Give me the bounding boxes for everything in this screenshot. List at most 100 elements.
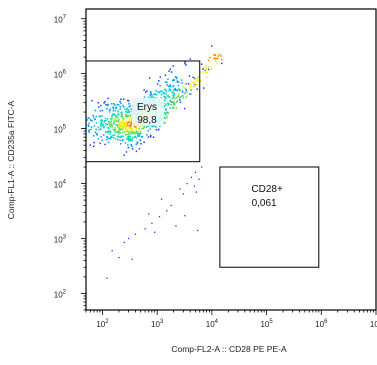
event-dot bbox=[95, 128, 97, 131]
event-dot bbox=[204, 65, 207, 68]
event-dot bbox=[183, 107, 186, 110]
event-dot bbox=[105, 103, 107, 106]
event-dot bbox=[97, 126, 100, 129]
event-dot bbox=[147, 96, 150, 99]
event-dot bbox=[177, 94, 180, 96]
gate-erys-name: Erys bbox=[137, 102, 157, 113]
event-dot bbox=[106, 136, 108, 139]
scattered-event-dot bbox=[194, 171, 197, 174]
event-dot bbox=[134, 130, 137, 133]
event-dot bbox=[214, 60, 217, 63]
event-dot bbox=[107, 141, 110, 144]
event-dot bbox=[159, 76, 162, 78]
event-dot bbox=[109, 109, 111, 112]
event-dot bbox=[128, 127, 130, 129]
event-dot bbox=[130, 108, 133, 110]
event-dot bbox=[152, 136, 155, 138]
event-dot bbox=[97, 138, 100, 140]
event-dot bbox=[138, 148, 141, 150]
event-dot bbox=[116, 115, 118, 118]
event-dot bbox=[130, 124, 132, 126]
event-dot bbox=[176, 80, 179, 82]
event-dot bbox=[128, 132, 130, 135]
event-dot bbox=[169, 99, 172, 101]
event-dot bbox=[127, 99, 130, 102]
event-dot bbox=[130, 127, 133, 129]
event-dot bbox=[111, 117, 114, 120]
event-dot bbox=[179, 89, 181, 91]
event-dot bbox=[128, 103, 130, 105]
event-dot bbox=[101, 120, 103, 122]
event-dot bbox=[149, 96, 152, 99]
event-dot bbox=[121, 118, 123, 121]
event-dot bbox=[107, 120, 110, 123]
event-dot bbox=[101, 139, 103, 141]
event-dot bbox=[101, 109, 104, 112]
event-dot bbox=[112, 103, 115, 105]
event-dot bbox=[130, 128, 132, 130]
event-dot bbox=[122, 125, 124, 128]
event-dot bbox=[164, 113, 167, 116]
event-dot bbox=[98, 106, 100, 108]
event-dot bbox=[214, 58, 217, 61]
event-dot bbox=[133, 136, 136, 138]
event-dot bbox=[202, 87, 205, 89]
x-tick-label: 104 bbox=[206, 319, 219, 329]
event-dot bbox=[160, 90, 162, 93]
event-dot bbox=[173, 92, 176, 95]
event-dot bbox=[214, 54, 216, 56]
scattered-event-dot bbox=[131, 258, 133, 260]
event-dot bbox=[110, 117, 113, 120]
event-dot bbox=[127, 138, 129, 140]
minor-ticks bbox=[83, 20, 374, 313]
event-dot bbox=[120, 135, 123, 137]
event-dot bbox=[127, 110, 130, 112]
event-dot bbox=[108, 130, 110, 133]
event-dot bbox=[127, 109, 130, 111]
event-dot bbox=[163, 95, 166, 98]
event-dot bbox=[215, 62, 218, 65]
event-dot bbox=[97, 101, 99, 104]
event-dot bbox=[104, 143, 106, 146]
event-dot bbox=[117, 130, 119, 132]
event-dot bbox=[118, 104, 120, 106]
event-dot bbox=[187, 83, 190, 85]
event-dot bbox=[145, 126, 148, 129]
event-dot bbox=[165, 93, 168, 95]
scattered-event-dot bbox=[184, 215, 186, 217]
event-dot bbox=[198, 79, 200, 82]
scattered-event-dot bbox=[127, 237, 130, 240]
event-dot bbox=[100, 128, 102, 130]
event-dot bbox=[117, 113, 120, 116]
event-dot bbox=[130, 123, 133, 125]
event-dot bbox=[86, 119, 89, 121]
event-dot bbox=[91, 120, 93, 122]
event-dot bbox=[128, 120, 130, 123]
event-dot bbox=[172, 85, 174, 88]
event-dot bbox=[132, 136, 134, 139]
event-dot bbox=[127, 130, 130, 133]
event-dot bbox=[155, 126, 157, 128]
event-dot bbox=[103, 120, 106, 122]
event-dot bbox=[158, 80, 160, 82]
event-dot bbox=[128, 110, 131, 112]
event-dot bbox=[128, 124, 130, 127]
event-dot bbox=[164, 99, 166, 102]
x-tick-label: 102 bbox=[96, 319, 109, 329]
scattered-event-dot bbox=[175, 225, 177, 227]
event-dot bbox=[129, 120, 132, 122]
event-dot bbox=[101, 124, 103, 127]
event-dot bbox=[166, 115, 168, 117]
event-dot bbox=[124, 108, 126, 111]
event-dot bbox=[112, 134, 114, 137]
event-dot bbox=[120, 125, 122, 127]
event-dot bbox=[120, 128, 123, 130]
event-dot bbox=[131, 128, 133, 130]
event-dot bbox=[129, 115, 131, 117]
event-dot bbox=[130, 143, 132, 146]
event-dot bbox=[185, 89, 187, 91]
event-dot bbox=[202, 66, 204, 69]
event-dot bbox=[122, 135, 124, 137]
event-dot bbox=[172, 78, 175, 81]
scattered-event-dot bbox=[193, 185, 196, 187]
